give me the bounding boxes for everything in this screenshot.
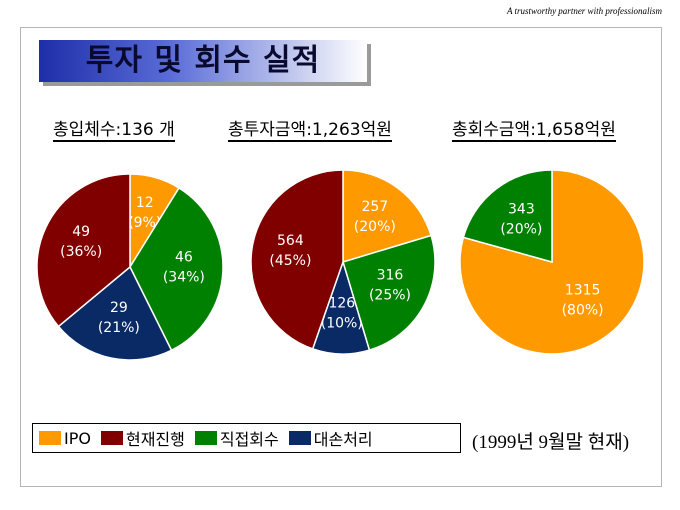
legend-swatch-ipo: [39, 431, 61, 445]
legend-label-direct-recovery: 직접회수: [219, 430, 279, 449]
pie-percent-label-ipo: (20%): [354, 219, 396, 235]
pie-slice-in-progress: [36, 173, 131, 328]
pie-slice-direct-recovery: [129, 186, 224, 352]
pie-percent-label-in-progress: (36%): [60, 244, 102, 260]
pie-value-label-bad-debt: 29: [110, 300, 128, 316]
legend-swatch-in-progress: [100, 431, 123, 445]
pie-recovery: 1315 (80%) 343 (20%): [459, 169, 645, 355]
tagline: A trustworthy partner with professionali…: [506, 6, 662, 16]
legend-label-ipo: IPO: [64, 428, 91, 448]
pie-percent-label-direct-recovery: (34%): [163, 269, 205, 285]
title-banner: [39, 40, 367, 82]
pie-slice-direct-recovery: [342, 234, 436, 352]
pie-value-label-bad-debt: 126: [328, 295, 355, 311]
pie-percent-label-direct-recovery: (20%): [500, 222, 542, 238]
pie-investment: 257 (20%) 316 (25%) 126 (10%) 564 (45%): [250, 169, 436, 355]
legend-swatch-direct-recovery: [194, 431, 217, 445]
legend-item-bad-debt: 대손처리: [288, 426, 373, 450]
pie-value-label-ipo: 1315: [565, 282, 601, 298]
pie-value-label-direct-recovery: 343: [508, 202, 535, 218]
pie-value-label-ipo: 257: [361, 199, 388, 215]
pie-companies: 12 (9%) 46 (34%) 29 (21%) 49 (36%): [36, 173, 224, 361]
pie-value-label-direct-recovery: 46: [175, 249, 193, 265]
legend-label-bad-debt: 대손처리: [313, 430, 373, 449]
pie-percent-label-ipo: (80%): [562, 302, 604, 318]
pie-percent-label-ipo: (9%): [128, 215, 161, 231]
stat-investment-total: 총투자금액:1,263억원: [228, 120, 392, 142]
stat-recovery-total: 총회수금액:1,658억원: [452, 120, 616, 142]
pie-percent-label-in-progress: (45%): [269, 253, 311, 269]
legend-item-ipo: IPO: [39, 429, 91, 448]
pie-value-label-in-progress: 49: [72, 224, 90, 240]
pie-slice-direct-recovery: [462, 169, 553, 263]
legend-item-direct-recovery: 직접회수: [194, 426, 279, 450]
legend: IPO 현재진행 직접회수 대손처리: [32, 423, 461, 453]
pie-slice-in-progress: [250, 169, 344, 350]
date-note: (1999년 9월말 현재): [472, 432, 630, 453]
legend-item-in-progress: 현재진행: [100, 426, 185, 450]
pie-slice-ipo: [459, 169, 645, 355]
legend-swatch-bad-debt: [288, 431, 311, 445]
stat-company-count: 총입체수:136 개: [53, 120, 175, 142]
pie-slice-ipo: [342, 169, 433, 264]
pie-slice-bad-debt: [57, 265, 173, 361]
pie-value-label-ipo: 12: [136, 195, 154, 211]
pie-value-label-in-progress: 564: [277, 233, 304, 249]
pie-percent-label-bad-debt: (10%): [321, 315, 363, 331]
pie-value-label-direct-recovery: 316: [377, 267, 404, 283]
legend-label-in-progress: 현재진행: [125, 430, 185, 449]
page-title: 투자 및 회수 실적: [85, 43, 321, 78]
pie-percent-label-direct-recovery: (25%): [369, 287, 411, 303]
pie-percent-label-bad-debt: (21%): [98, 320, 140, 336]
slide-frame: [20, 27, 662, 487]
